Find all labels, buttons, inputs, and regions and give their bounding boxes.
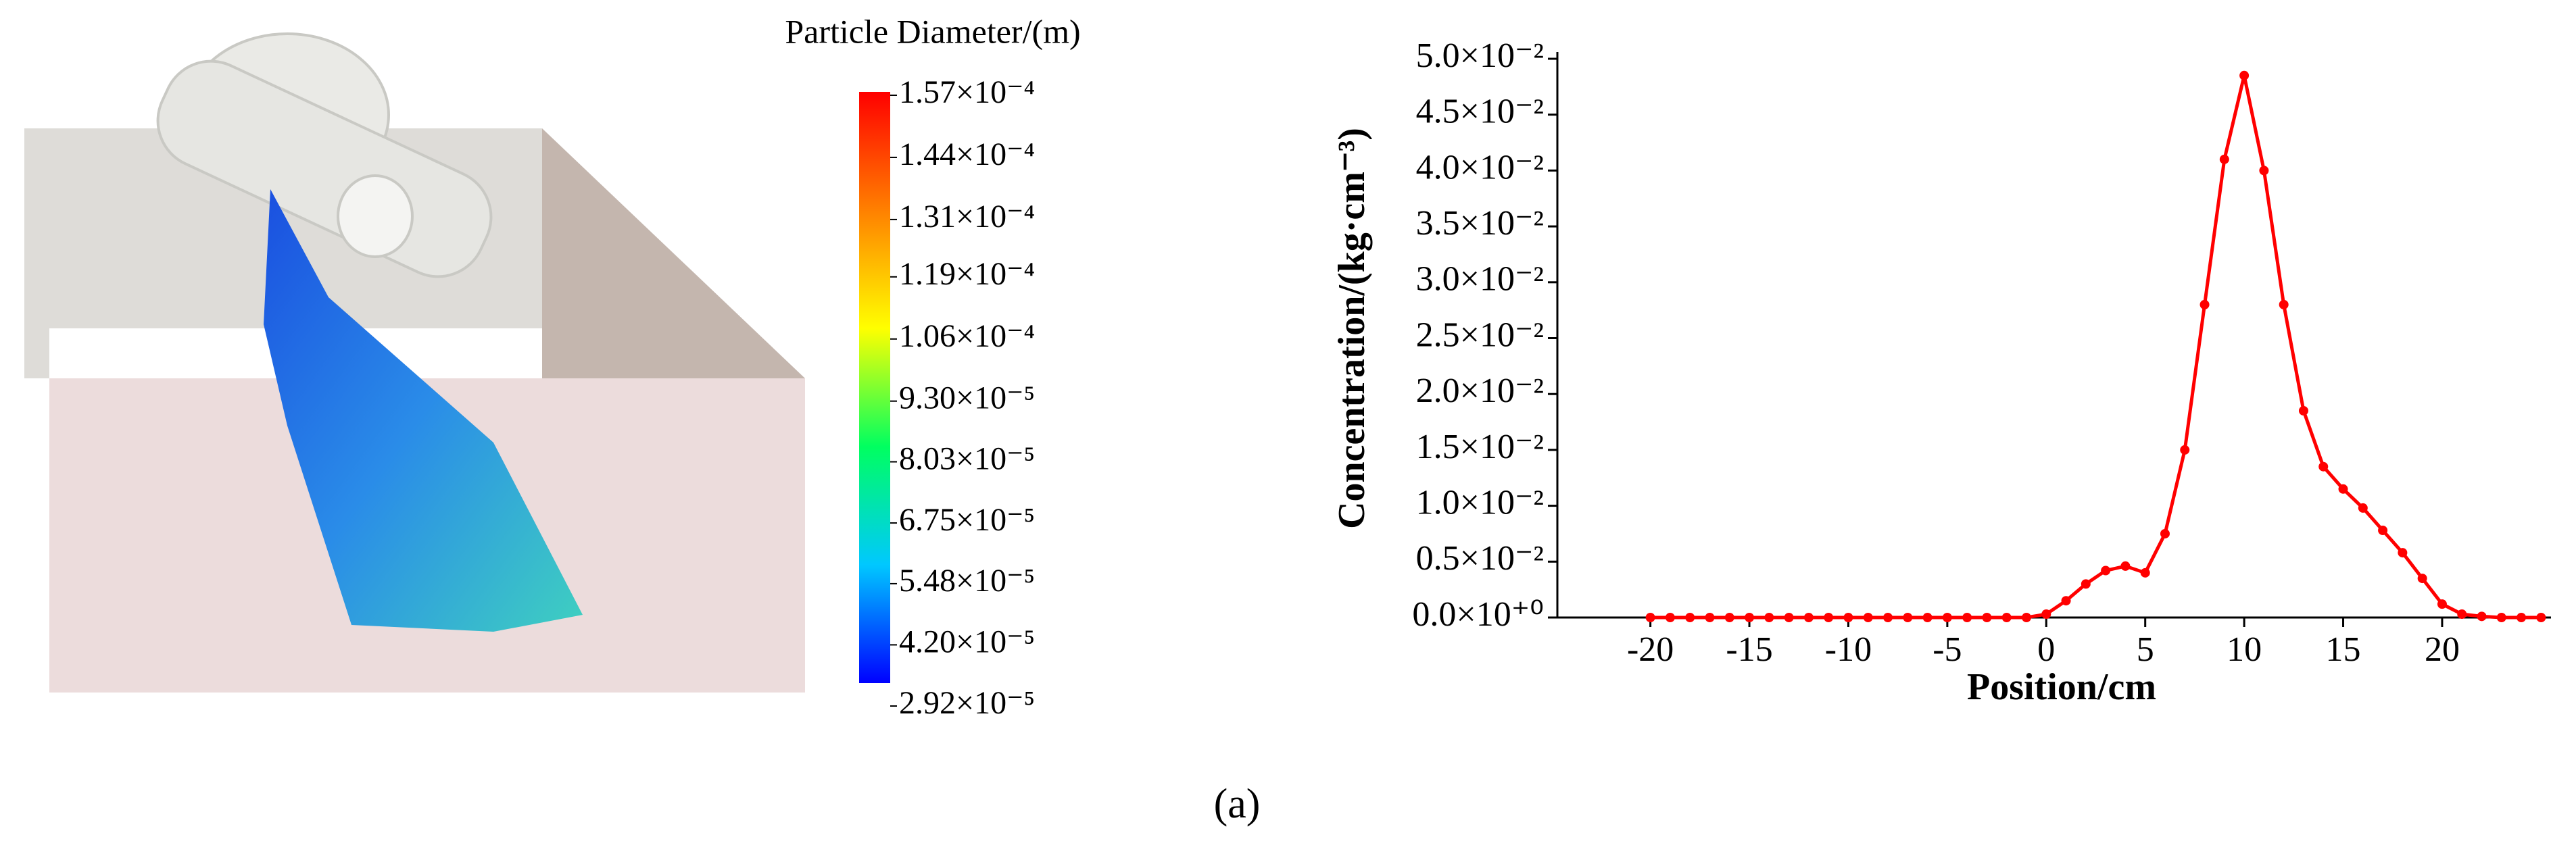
- data-point: [1962, 613, 1972, 622]
- data-point: [2378, 525, 2388, 535]
- data-point: [2298, 406, 2308, 416]
- x-tick-label: -20: [1627, 630, 1674, 669]
- data-point: [1665, 613, 1675, 622]
- colorbar-tick-label: 1.57×10⁻⁴: [899, 74, 1035, 110]
- y-tick-label: 2.5×10⁻²: [1416, 316, 1544, 354]
- data-point: [2001, 613, 2012, 622]
- y-tick-label: 5.0×10⁻²: [1416, 36, 1544, 75]
- data-point: [2279, 299, 2289, 309]
- data-point: [1705, 613, 1715, 622]
- colorbar-tick-label: 6.75×10⁻⁵: [899, 502, 1035, 538]
- data-point: [2437, 599, 2447, 609]
- y-tick-label: 3.0×10⁻²: [1416, 260, 1544, 299]
- data-point: [1883, 613, 1893, 622]
- data-point: [2160, 528, 2170, 538]
- data-point: [1685, 613, 1695, 622]
- data-point: [2200, 299, 2210, 309]
- y-tick-label: 1.5×10⁻²: [1416, 428, 1544, 466]
- data-point: [2120, 561, 2131, 571]
- data-point: [2477, 611, 2487, 622]
- colorbar-tick-label: 9.30×10⁻⁵: [899, 380, 1035, 416]
- data-point: [2318, 461, 2329, 472]
- colorbar-tick-label: 8.03×10⁻⁵: [899, 441, 1035, 477]
- data-point: [2259, 166, 2269, 176]
- data-point: [1863, 613, 1873, 622]
- data-point: [2101, 565, 2111, 576]
- data-point: [2517, 613, 2527, 622]
- data-point: [1745, 613, 1755, 622]
- data-point: [1922, 613, 1933, 622]
- x-tick-label: -5: [1933, 630, 1962, 669]
- data-point: [2496, 613, 2506, 622]
- data-point: [2022, 613, 2032, 622]
- line-chart: 0.0×10⁺⁰ 0.5×10⁻² 1.0×10⁻² 1.5×10⁻² 2.0×10⁻²…: [1331, 36, 2551, 708]
- x-tick-label: 20: [2425, 630, 2460, 669]
- x-tick-label: -10: [1825, 630, 1872, 669]
- data-point: [2081, 579, 2091, 589]
- y-tick-label: 4.5×10⁻²: [1416, 93, 1544, 131]
- x-tick-label: 5: [2137, 630, 2154, 669]
- y-tick-label: 1.0×10⁻²: [1416, 484, 1544, 522]
- colorbar-tick-label: 2.92×10⁻⁵: [899, 685, 1035, 721]
- y-tick-label: 0.0×10⁺⁰: [1412, 595, 1544, 634]
- data-point: [2041, 609, 2051, 620]
- data-point: [1784, 613, 1794, 622]
- data-point: [2536, 613, 2546, 622]
- data-point: [1942, 613, 1952, 622]
- x-tick-label: 10: [2227, 630, 2262, 669]
- data-point: [1824, 613, 1834, 622]
- data-point: [1724, 613, 1734, 622]
- particle-cloud: [264, 189, 583, 632]
- y-axis-title: Concentration/(kg·cm⁻³): [1331, 128, 1373, 529]
- data-point: [2061, 596, 2071, 606]
- caption: (a): [1214, 781, 1261, 827]
- data-point: [1903, 613, 1913, 622]
- data-point: [2338, 484, 2348, 494]
- data-point: [2358, 503, 2368, 513]
- pipe-end: [337, 174, 414, 258]
- colorbar-tick-label: 1.06×10⁻⁴: [899, 318, 1035, 354]
- y-tick-label: 2.0×10⁻²: [1416, 372, 1544, 410]
- y-tick-label: 0.5×10⁻²: [1416, 539, 1544, 578]
- simulation-render: [24, 32, 805, 693]
- data-point: [2239, 70, 2250, 80]
- data-point: [1843, 613, 1853, 622]
- data-point: [1803, 613, 1814, 622]
- colorbar-tick-label: 1.31×10⁻⁴: [899, 199, 1035, 234]
- data-point: [2417, 574, 2427, 584]
- x-axis-title: Position/cm: [1967, 666, 2156, 708]
- series-line: [1650, 75, 2542, 620]
- colorbar-bar: [859, 92, 890, 683]
- y-tick-label: 3.5×10⁻²: [1416, 204, 1544, 243]
- x-tick-label: 15: [2326, 630, 2361, 669]
- data-point: [2398, 548, 2408, 558]
- data-point: [2219, 154, 2229, 164]
- data-point: [1645, 613, 1655, 622]
- colorbar-title: Particle Diameter/(m): [785, 12, 1080, 50]
- data-point: [2180, 445, 2190, 455]
- colorbar-tick-label: 4.20×10⁻⁵: [899, 624, 1035, 659]
- colorbar: Particle Diameter/(m) 1.57×10⁻⁴ 1.44×10⁻⁴ 1…: [785, 12, 1080, 721]
- x-tick-label: -15: [1726, 630, 1772, 669]
- colorbar-tick-label: 5.48×10⁻⁵: [899, 563, 1035, 599]
- data-point: [2140, 568, 2150, 578]
- data-point: [1982, 613, 1992, 622]
- data-point: [2457, 609, 2467, 620]
- y-tick-label: 4.0×10⁻²: [1416, 148, 1544, 186]
- x-tick-label: 0: [2037, 630, 2055, 669]
- colorbar-tick-label: 1.44×10⁻⁴: [899, 136, 1035, 172]
- colorbar-tick-label: 1.19×10⁻⁴: [899, 256, 1035, 292]
- data-point: [1764, 613, 1774, 622]
